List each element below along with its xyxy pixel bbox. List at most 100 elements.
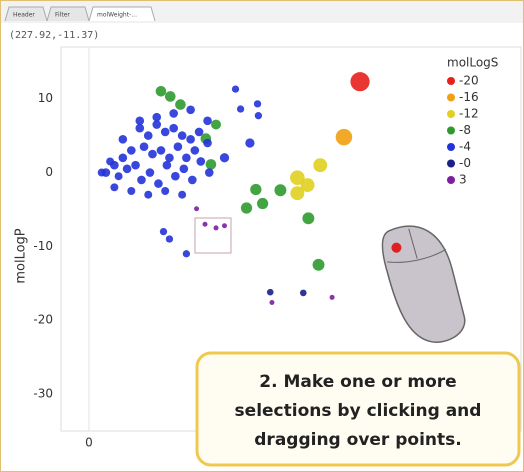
data-point xyxy=(118,153,128,163)
coordinate-readout: (227.92,-11.37) xyxy=(9,30,99,41)
data-point xyxy=(155,86,167,97)
data-point xyxy=(190,146,200,155)
data-point xyxy=(219,153,230,163)
tab-label: molWeight-... xyxy=(97,12,137,19)
data-point xyxy=(178,190,187,199)
data-point xyxy=(274,184,287,197)
data-point xyxy=(152,112,162,122)
data-point xyxy=(329,294,335,300)
data-point xyxy=(135,123,145,133)
data-point xyxy=(164,91,176,102)
legend-label: -12 xyxy=(459,107,479,121)
data-point xyxy=(299,289,307,297)
y-tick-label: 0 xyxy=(45,165,53,179)
data-point xyxy=(148,149,157,159)
selection-rectangle[interactable] xyxy=(194,217,232,254)
data-point xyxy=(205,159,217,170)
data-point xyxy=(122,164,132,174)
legend-swatch xyxy=(447,143,455,151)
data-point xyxy=(186,105,195,115)
data-point xyxy=(240,202,253,214)
data-point xyxy=(169,123,178,133)
tab[interactable] xyxy=(46,6,90,22)
callout-box xyxy=(195,351,521,467)
legend-label: -4 xyxy=(459,140,471,154)
y-tick-label: -20 xyxy=(33,313,53,327)
data-point xyxy=(245,138,255,148)
data-point xyxy=(290,170,305,185)
data-point xyxy=(118,134,128,144)
legend-label: -0 xyxy=(459,156,471,170)
data-point xyxy=(213,225,219,231)
data-point xyxy=(350,72,370,92)
data-point xyxy=(177,131,187,140)
data-point xyxy=(236,105,245,113)
data-point xyxy=(131,160,140,170)
tab[interactable] xyxy=(88,6,156,22)
data-point xyxy=(114,172,123,181)
legend-label: -20 xyxy=(459,74,479,88)
data-point xyxy=(266,288,274,296)
data-point xyxy=(203,138,212,148)
data-point xyxy=(256,197,269,210)
data-point xyxy=(269,300,275,306)
legend-label: -8 xyxy=(459,123,471,137)
data-point xyxy=(127,187,136,195)
legend-title: molLogS xyxy=(447,56,498,70)
callout-line: selections by clicking and xyxy=(235,401,482,421)
data-point xyxy=(290,186,305,201)
data-point xyxy=(137,175,146,185)
data-point xyxy=(154,179,163,188)
data-point xyxy=(254,112,263,120)
mouse-icon xyxy=(381,225,466,343)
callout-line: dragging over points. xyxy=(254,430,461,450)
legend-label: 3 xyxy=(459,173,467,187)
tab-label: Filter xyxy=(55,12,70,19)
legend-swatch xyxy=(447,176,455,184)
data-point xyxy=(182,153,191,163)
data-point xyxy=(97,168,106,177)
data-point xyxy=(171,171,180,181)
data-point xyxy=(203,116,212,126)
legend-swatch xyxy=(447,110,455,118)
data-point xyxy=(110,183,119,192)
data-point xyxy=(312,258,325,271)
legend-label: -16 xyxy=(459,90,479,104)
data-point xyxy=(231,85,240,93)
data-point xyxy=(194,206,200,212)
data-point xyxy=(250,183,262,196)
data-point xyxy=(187,175,197,185)
data-point xyxy=(194,127,204,137)
legend-swatch xyxy=(447,77,455,85)
data-point xyxy=(221,223,227,229)
data-point xyxy=(156,146,166,155)
data-point xyxy=(165,235,174,243)
data-point xyxy=(196,157,206,166)
callout-line: 2. Make one or more xyxy=(259,372,456,392)
data-point xyxy=(300,178,315,193)
x-tick-label: 0 xyxy=(85,436,93,450)
data-point xyxy=(175,99,186,110)
tab[interactable] xyxy=(4,6,48,22)
tab-label: Header xyxy=(13,12,35,19)
data-point xyxy=(161,187,170,195)
data-point xyxy=(127,146,136,155)
data-point xyxy=(143,131,153,140)
legend-swatch xyxy=(447,93,455,102)
y-tick-label: -10 xyxy=(33,239,53,253)
data-point xyxy=(165,153,174,163)
data-point xyxy=(202,221,208,227)
data-point xyxy=(169,109,178,118)
legend-swatch xyxy=(447,126,455,135)
data-point xyxy=(144,190,153,199)
data-point xyxy=(106,157,115,166)
y-tick-label: -30 xyxy=(33,387,53,401)
data-point xyxy=(152,120,162,129)
data-point xyxy=(160,127,170,137)
data-point xyxy=(211,119,221,130)
data-point xyxy=(145,168,155,177)
data-point xyxy=(335,128,353,146)
y-axis-label: molLogP xyxy=(14,228,29,283)
